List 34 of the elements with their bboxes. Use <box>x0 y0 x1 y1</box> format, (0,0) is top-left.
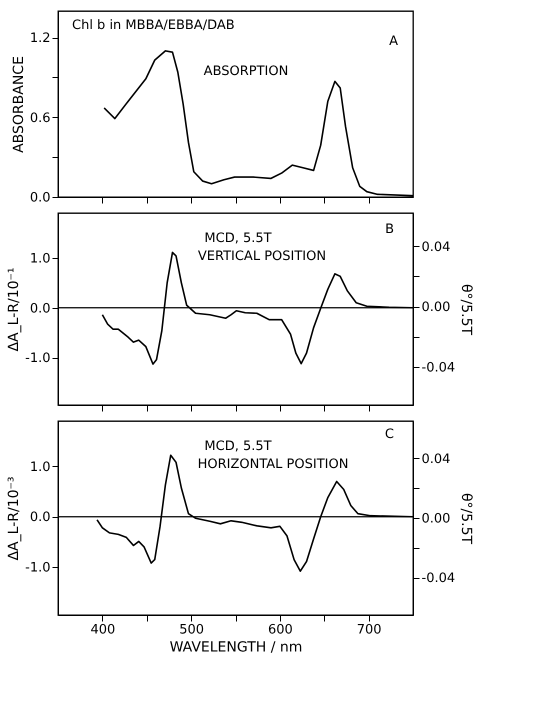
y-axis-title: ABSORBANCE <box>10 56 27 153</box>
x-axis-title: WAVELENGTH / nm <box>170 640 302 656</box>
y-axis-title: ΔA_L-R/10⁻³ <box>6 476 22 561</box>
y-tick-label: -1.0 <box>25 351 50 366</box>
y2-tick-label: -0.04 <box>422 360 456 376</box>
annotation: VERTICAL POSITION <box>198 249 326 264</box>
y-tick-label: 0.0 <box>30 301 50 316</box>
y2-tick-label: 0.04 <box>422 452 450 467</box>
y-tick-label: 1.0 <box>30 251 50 266</box>
annotation: C <box>384 427 394 442</box>
y-tick-label: 1.0 <box>30 460 50 475</box>
annotation: HORIZONTAL POSITION <box>198 457 348 472</box>
annotation: B <box>385 222 394 237</box>
y2-tick-label: -0.04 <box>422 571 456 586</box>
x-tick-label: 700 <box>356 622 382 638</box>
x-tick-label: 500 <box>179 622 204 638</box>
x-tick-label: 400 <box>90 622 116 638</box>
y2-tick-label: 0.04 <box>422 240 450 255</box>
y-tick-label: 0.0 <box>30 510 50 526</box>
y-tick-label: 1.2 <box>30 31 50 46</box>
x-tick-label: 600 <box>268 622 293 638</box>
y2-axis-title: θ°/5.5T <box>458 492 474 544</box>
y-tick-label: -1.0 <box>25 560 50 576</box>
y2-tick-label: 0.00 <box>422 300 450 316</box>
y2-axis-title: θ°/5.5T <box>458 284 474 336</box>
annotation: A <box>389 34 398 49</box>
annotation: MCD, 5.5T <box>204 231 272 246</box>
y2-tick-label: 0.00 <box>422 512 450 526</box>
y-tick-label: 0.6 <box>30 110 50 126</box>
annotation: Chl b in MBBA/EBBA/DAB <box>72 18 235 33</box>
annotation: MCD, 5.5T <box>204 439 272 454</box>
annotation: ABSORPTION <box>204 64 288 79</box>
y-axis-title: ΔA_L-R/10⁻¹ <box>6 267 22 352</box>
y-tick-label: 0.0 <box>30 190 50 206</box>
